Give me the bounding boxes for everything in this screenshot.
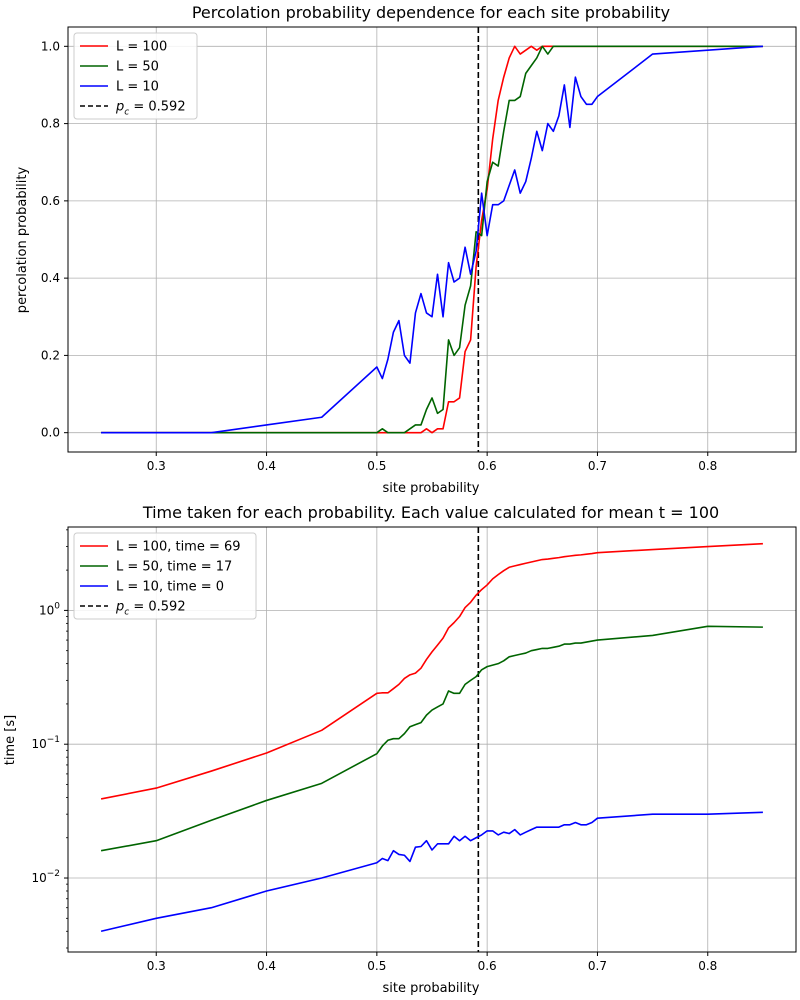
legend-label: L = 50 bbox=[116, 60, 159, 75]
percolation-chart: Percolation probability dependence for e… bbox=[15, 3, 797, 496]
x-tick-label: 0.4 bbox=[257, 459, 276, 473]
y-axis-label: time [s] bbox=[3, 715, 18, 765]
y-axis-label: percolation probability bbox=[15, 167, 30, 314]
x-tick-label: 0.6 bbox=[478, 459, 497, 473]
y-tick-label: 0.8 bbox=[41, 117, 60, 131]
x-tick-label: 0.3 bbox=[147, 459, 166, 473]
x-tick-label: 0.4 bbox=[257, 959, 276, 973]
legend-box bbox=[73, 32, 198, 120]
x-tick-label: 0.5 bbox=[367, 459, 386, 473]
time-chart: Time taken for each probability. Each va… bbox=[3, 503, 797, 996]
chart-title: Percolation probability dependence for e… bbox=[192, 3, 670, 22]
legend-label: pc = 0.592 bbox=[115, 100, 186, 118]
legend-label: L = 50, time = 17 bbox=[116, 560, 232, 575]
legend-label: pc = 0.592 bbox=[115, 600, 186, 618]
legend-label: L = 100, time = 69 bbox=[116, 540, 241, 555]
series-lines bbox=[100, 542, 763, 933]
plot-frame bbox=[67, 526, 797, 953]
y-tick-label: 100 bbox=[39, 601, 60, 617]
y-axis-ticks: 0.0 0.2 0.4 0.6 0.8 1.0 bbox=[41, 39, 68, 440]
series-lines bbox=[101, 45, 763, 434]
y-tick-label: 10−1 bbox=[31, 735, 60, 751]
x-tick-label: 0.3 bbox=[147, 959, 166, 973]
x-tick-label: 0.7 bbox=[588, 959, 607, 973]
series-line bbox=[100, 542, 763, 800]
chart-title: Time taken for each probability. Each va… bbox=[142, 503, 719, 522]
x-tick-label: 0.7 bbox=[588, 459, 607, 473]
legend-label: L = 10 bbox=[116, 80, 159, 95]
x-axis-label: site probability bbox=[383, 481, 480, 496]
series-line bbox=[100, 811, 763, 933]
series-line bbox=[101, 45, 763, 434]
y-tick-label: 1.0 bbox=[41, 39, 60, 53]
y-tick-label: 0.6 bbox=[41, 194, 60, 208]
legend: L = 100 L = 50 L = 10 pc = 0.592 bbox=[73, 32, 198, 120]
legend-label: L = 10, time = 0 bbox=[116, 580, 224, 595]
y-tick-label: 0.2 bbox=[41, 348, 60, 362]
x-axis-label: site probability bbox=[383, 981, 480, 996]
plot-frame bbox=[67, 26, 797, 453]
legend-box bbox=[73, 532, 257, 620]
legend: L = 100, time = 69 L = 50, time = 17 L = 1… bbox=[73, 532, 257, 620]
x-axis-ticks: 0.3 0.4 0.5 0.6 0.7 0.8 bbox=[147, 952, 717, 973]
y-axis-ticks: 10−2 10−1 100 bbox=[31, 529, 68, 949]
y-tick-label: 0.4 bbox=[41, 271, 60, 285]
legend-label: L = 100 bbox=[116, 40, 167, 55]
series-line bbox=[100, 625, 763, 852]
x-tick-label: 0.8 bbox=[698, 959, 717, 973]
y-tick-label: 0.0 bbox=[41, 426, 60, 440]
grid-lines bbox=[68, 527, 796, 952]
x-axis-ticks: 0.3 0.4 0.5 0.6 0.7 0.8 bbox=[147, 452, 717, 473]
series-line bbox=[101, 45, 763, 434]
y-tick-label: 10−2 bbox=[31, 869, 60, 885]
x-tick-label: 0.8 bbox=[698, 459, 717, 473]
x-tick-label: 0.6 bbox=[478, 959, 497, 973]
x-tick-label: 0.5 bbox=[367, 959, 386, 973]
